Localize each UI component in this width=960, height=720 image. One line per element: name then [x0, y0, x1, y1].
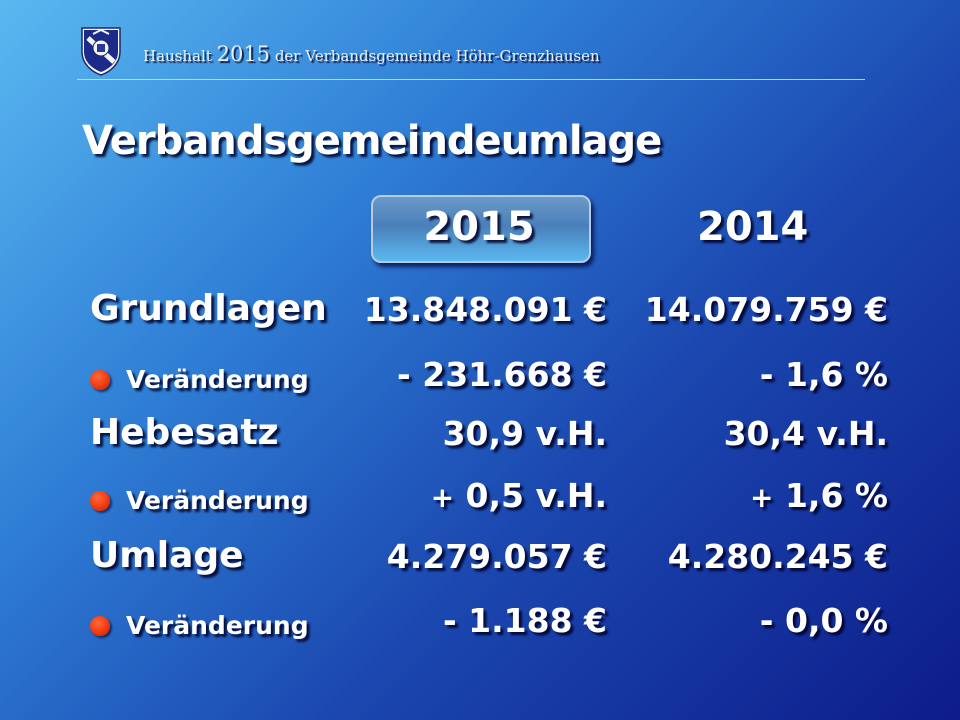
value-2014: - 0,0 %: [759, 601, 888, 640]
table-row-grundlagen: Grundlagen 13.848.091 € 14.079.759 €: [0, 288, 960, 338]
value-2015: + 0,5 v.H.: [431, 476, 607, 515]
column-header-2014: 2014: [697, 204, 809, 250]
value-2014: - 1,6 %: [759, 355, 888, 394]
row-label: Veränderung: [126, 365, 309, 394]
slide-title: Verbandsgemeindeumlage: [82, 118, 662, 164]
row-label: Hebesatz: [90, 412, 279, 453]
header-suffix: der Verbandsgemeinde Höhr-Grenzhausen: [270, 47, 600, 65]
sign-plus: +: [430, 481, 455, 514]
value-2015: 13.848.091 €: [363, 290, 607, 329]
value-2014: 4.280.245 €: [667, 537, 888, 576]
row-label: Grundlagen: [90, 288, 327, 329]
value-2014: 14.079.759 €: [644, 290, 888, 329]
table-row-umlage: Umlage 4.279.057 € 4.280.245 €: [0, 535, 960, 585]
value-2015: - 231.668 €: [397, 355, 607, 394]
bullet-icon: [90, 616, 110, 636]
coat-of-arms-icon: [81, 27, 121, 76]
current-year-box: [371, 195, 591, 263]
column-header-2015: 2015: [423, 204, 535, 250]
header-year: 2015: [216, 42, 271, 66]
row-label: Veränderung: [126, 611, 309, 640]
value-2014: 30,4 v.H.: [723, 414, 888, 453]
bullet-icon: [90, 491, 110, 511]
header-caption: Haushalt 2015 der Verbandsgemeinde Höhr-…: [143, 42, 600, 66]
value-text: 0,5 v.H.: [454, 476, 607, 515]
header-divider: [77, 79, 865, 80]
value-2015: - 1.188 €: [442, 601, 607, 640]
sign-plus: +: [750, 481, 774, 514]
bullet-icon: [90, 370, 110, 390]
table-row-hebesatz: Hebesatz 30,9 v.H. 30,4 v.H.: [0, 412, 960, 462]
row-label: Umlage: [90, 535, 244, 576]
header-prefix: Haushalt: [143, 47, 217, 65]
value-text: 1,6 %: [773, 476, 888, 515]
value-2015: 4.279.057 €: [386, 537, 607, 576]
value-2015: 30,9 v.H.: [442, 414, 607, 453]
value-2014: + 1,6 %: [750, 476, 888, 515]
table-row-veraenderung-umlage: Veränderung - 1.188 € - 0,0 %: [0, 599, 960, 649]
row-label: Veränderung: [126, 486, 309, 515]
table-row-veraenderung-grundlagen: Veränderung - 231.668 € - 1,6 %: [0, 353, 960, 403]
table-row-veraenderung-hebesatz: Veränderung + 0,5 v.H. + 1,6 %: [0, 474, 960, 524]
